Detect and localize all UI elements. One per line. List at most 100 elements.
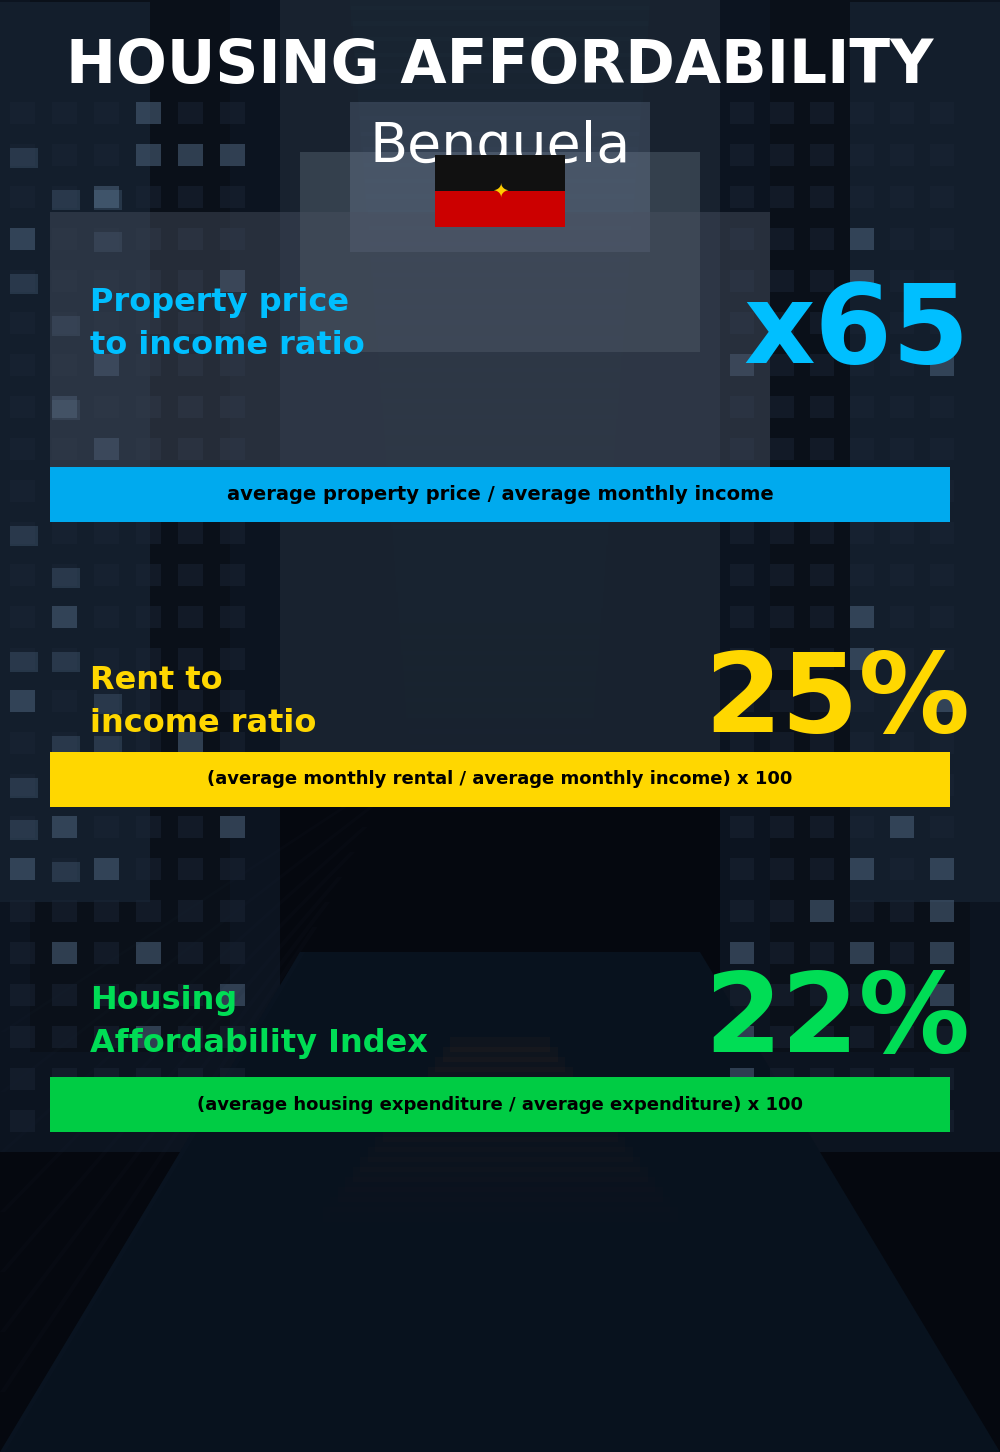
Bar <box>94 190 122 211</box>
Bar <box>890 774 914 796</box>
Bar <box>890 858 914 880</box>
Bar <box>52 942 77 964</box>
Bar <box>730 1069 754 1090</box>
Bar <box>890 648 914 669</box>
Bar <box>178 858 203 880</box>
Bar <box>136 984 161 1006</box>
Bar <box>220 396 245 418</box>
Bar <box>178 732 203 754</box>
Bar <box>810 858 834 880</box>
Bar <box>810 396 834 418</box>
Bar <box>376 321 624 340</box>
Bar <box>730 648 754 669</box>
Bar <box>352 1167 648 1182</box>
Bar <box>770 354 794 376</box>
Bar <box>770 1109 794 1133</box>
Bar <box>890 144 914 166</box>
Bar <box>390 494 610 514</box>
Bar <box>220 144 245 166</box>
Bar <box>435 1057 565 1072</box>
Bar <box>366 195 634 215</box>
Bar <box>850 605 874 629</box>
Bar <box>850 228 874 250</box>
Bar <box>810 186 834 208</box>
Bar <box>850 396 874 418</box>
Bar <box>136 312 161 334</box>
Bar <box>322 1207 678 1223</box>
Bar <box>359 100 641 121</box>
Bar <box>94 228 119 250</box>
Bar <box>220 563 245 587</box>
Bar <box>422 902 577 922</box>
Bar <box>428 1067 573 1082</box>
Bar <box>94 774 119 796</box>
Text: x65: x65 <box>744 279 970 386</box>
Bar <box>890 1027 914 1048</box>
Bar <box>421 887 579 906</box>
Bar <box>10 439 35 460</box>
Bar <box>178 186 203 208</box>
Bar <box>930 312 954 334</box>
Bar <box>890 900 914 922</box>
Bar <box>52 984 77 1006</box>
Bar <box>398 1106 602 1122</box>
Bar <box>930 481 954 502</box>
Bar <box>810 144 834 166</box>
Bar <box>10 526 38 546</box>
Bar <box>930 396 954 418</box>
Bar <box>10 312 35 334</box>
Bar <box>850 942 874 964</box>
Bar <box>10 820 38 841</box>
Bar <box>388 462 612 482</box>
Bar <box>890 732 914 754</box>
Bar <box>413 1088 588 1102</box>
Bar <box>372 273 628 293</box>
Bar <box>384 415 616 434</box>
Bar <box>220 270 245 292</box>
Bar <box>390 1117 610 1133</box>
Bar <box>850 481 874 502</box>
Bar <box>178 228 203 250</box>
Bar <box>250 0 750 752</box>
Bar <box>770 186 794 208</box>
Bar <box>730 396 754 418</box>
Bar <box>178 1069 203 1090</box>
Bar <box>178 312 203 334</box>
Bar <box>730 1027 754 1048</box>
Bar <box>350 102 650 253</box>
Bar <box>850 942 874 964</box>
Bar <box>178 648 203 669</box>
Bar <box>94 732 119 754</box>
Bar <box>930 900 954 922</box>
Bar <box>404 666 596 687</box>
Bar <box>10 652 38 672</box>
Bar <box>730 816 754 838</box>
Bar <box>930 690 954 711</box>
Bar <box>890 605 914 629</box>
Bar <box>52 816 77 838</box>
Bar <box>730 523 754 544</box>
Bar <box>720 0 1000 1151</box>
Bar <box>52 481 77 502</box>
Bar <box>10 690 35 711</box>
Bar <box>770 858 794 880</box>
Bar <box>136 563 161 587</box>
Bar <box>52 190 80 211</box>
Bar <box>52 690 77 711</box>
Bar <box>770 102 794 123</box>
Bar <box>10 942 35 964</box>
Bar <box>52 1109 77 1133</box>
Bar <box>890 690 914 711</box>
Bar <box>178 732 203 754</box>
Bar <box>730 228 754 250</box>
Bar <box>136 774 161 796</box>
Bar <box>770 690 794 711</box>
Bar <box>52 605 77 629</box>
Bar <box>136 816 161 838</box>
Bar <box>10 1069 35 1090</box>
Bar <box>930 690 954 711</box>
Bar <box>10 144 35 166</box>
Bar <box>930 648 954 669</box>
Bar <box>94 942 119 964</box>
Bar <box>350 0 650 10</box>
